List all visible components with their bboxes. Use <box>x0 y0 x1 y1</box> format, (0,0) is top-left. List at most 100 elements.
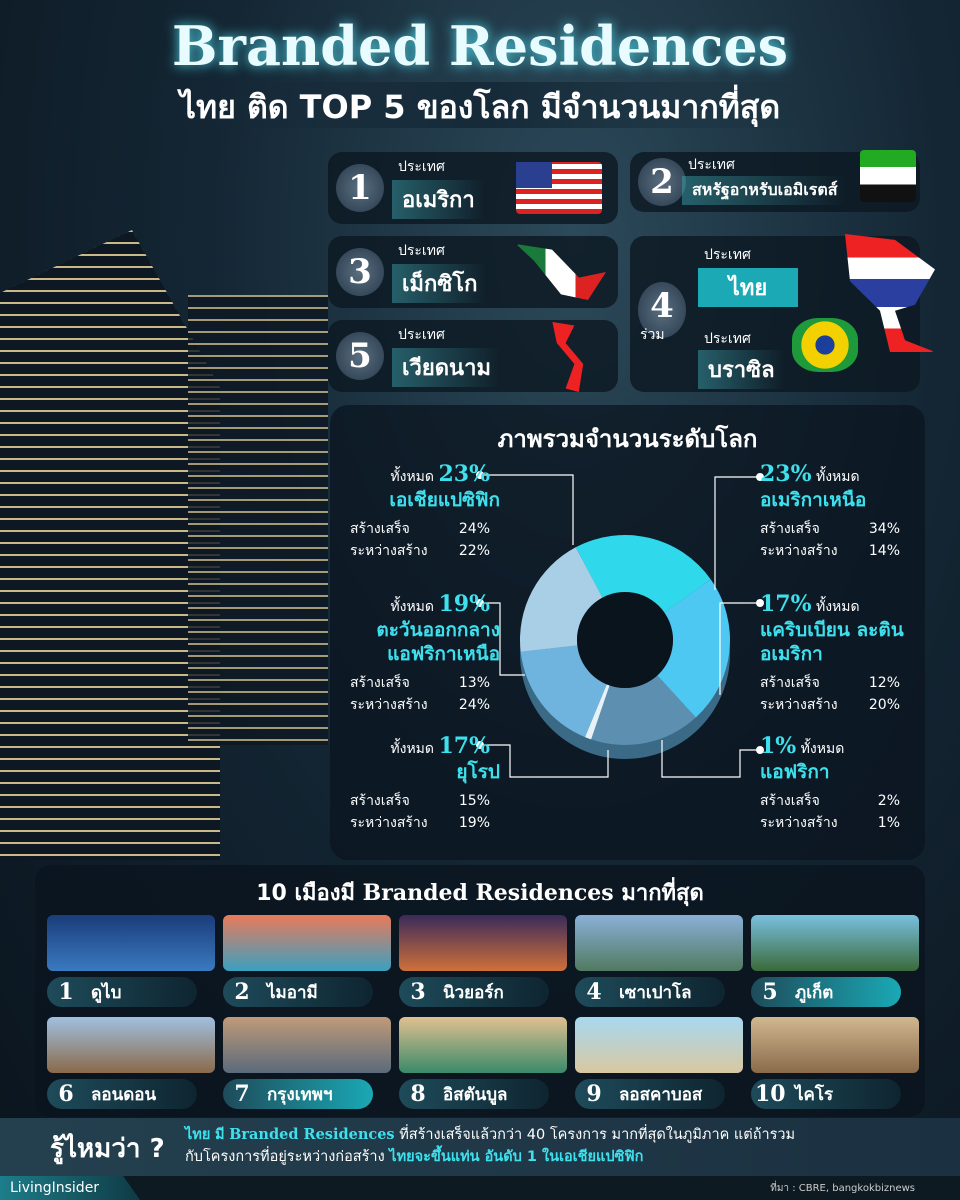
rank-number: 2 <box>638 158 686 206</box>
under-construction-value: 1% <box>877 815 900 831</box>
country-label: ประเทศ <box>688 157 735 173</box>
city-rank: 2 <box>234 979 250 1005</box>
building-left <box>0 230 220 860</box>
city-photo <box>751 1017 919 1073</box>
region-name: แอฟริกา <box>760 761 830 783</box>
total-label: ทั้งหมด <box>390 469 435 485</box>
completed-value: 15% <box>458 793 490 809</box>
country-name: อเมริกา <box>392 180 485 219</box>
city-card: 10 ไคโร <box>751 1017 919 1109</box>
city-card: 5 ภูเก็ต <box>751 915 919 1007</box>
did-you-know-banner: รู้ไหมว่า ? ไทย มี Branded Residences ที… <box>0 1118 960 1176</box>
country-name: เวียดนาม <box>392 348 501 387</box>
fact-heading: รู้ไหมว่า ? <box>50 1134 165 1164</box>
region-total: 17% <box>438 733 490 759</box>
donut-slice <box>520 645 607 738</box>
joint-label: ร่วม <box>640 327 665 343</box>
country-label: ประเทศ <box>398 243 445 259</box>
country-name: บราซิล <box>698 350 785 389</box>
city-rank: 6 <box>58 1081 74 1107</box>
under-construction-value: 14% <box>868 543 900 559</box>
completed-label: สร้างเสร็จ <box>760 521 820 537</box>
region-name: แคริบเบียน ละตินอเมริกา <box>760 619 904 665</box>
livinginsider-logo[interactable]: LivingInsider <box>0 1176 140 1200</box>
country-label: ประเทศ <box>704 331 751 347</box>
country-label: ประเทศ <box>704 247 751 263</box>
region-name: อเมริกาเหนือ <box>760 489 867 511</box>
under-construction-label: ระหว่างสร้าง <box>350 697 428 713</box>
city-name: ลอนดอน <box>91 1084 157 1105</box>
country-name: ไทย <box>698 268 798 307</box>
leader-line <box>480 474 574 545</box>
under-construction-label: ระหว่างสร้าง <box>350 815 428 831</box>
city-rank: 3 <box>410 979 426 1005</box>
city-name: ภูเก็ต <box>795 982 834 1003</box>
leader-dot <box>756 746 764 754</box>
city-rank: 8 <box>410 1081 426 1107</box>
city-rank: 9 <box>586 1081 602 1107</box>
uae-flag-icon <box>860 150 916 202</box>
leader-line <box>719 602 760 695</box>
country-name: สหรัฐอาหรับเอมิเรตส์ <box>682 176 848 205</box>
rank-number: 3 <box>336 248 384 296</box>
top-cities-panel: 10 เมืองมี Branded Residences มากที่สุด … <box>35 865 925 1117</box>
city-label: 7 กรุงเทพฯ <box>223 1079 373 1109</box>
region-label: 23% ทั้งหมด อเมริกาเหนือ สร้างเสร็จ 34% ระหว… <box>760 463 910 562</box>
completed-label: สร้างเสร็จ <box>350 675 410 691</box>
region-label: ทั้งหมด 23% เอเชียแปซิฟิก สร้างเสร็จ 24% ระห… <box>350 463 500 562</box>
rank-card-4: 4 ร่วม ประเทศ ไทย ประเทศ บราซิล <box>630 234 935 392</box>
page-subtitle: ไทย ติด TOP 5 ของโลก มีจำนวนมากที่สุด <box>140 82 820 128</box>
city-photo <box>223 1017 391 1073</box>
city-photo <box>751 915 919 971</box>
city-photo <box>399 915 567 971</box>
completed-label: สร้างเสร็จ <box>350 793 410 809</box>
city-name: ลอสคาบอส <box>619 1084 703 1105</box>
leader-line <box>480 602 525 676</box>
rank-number: 4 <box>638 282 686 338</box>
total-label: ทั้งหมด <box>800 741 845 757</box>
under-construction-label: ระหว่างสร้าง <box>760 815 838 831</box>
city-card: 3 นิวยอร์ก <box>399 915 567 1007</box>
city-name: อิสตันบูล <box>443 1084 508 1105</box>
source-credit: ที่มา : CBRE, bangkokbiznews <box>770 1183 915 1194</box>
city-rank: 1 <box>58 979 74 1005</box>
city-card: 6 ลอนดอน <box>47 1017 215 1109</box>
region-total: 17% <box>760 591 812 617</box>
city-card: 2 ไมอามี <box>223 915 391 1007</box>
completed-value: 24% <box>458 521 490 537</box>
under-construction-value: 19% <box>458 815 490 831</box>
city-label: 3 นิวยอร์ก <box>399 977 549 1007</box>
city-label: 1 ดูไบ <box>47 977 197 1007</box>
country-label: ประเทศ <box>398 159 445 175</box>
region-total: 1% <box>760 733 797 759</box>
region-label: ทั้งหมด 17% ยุโรป สร้างเสร็จ 15% ระหว่างสร้า… <box>350 735 500 834</box>
rank-card-3: 3 ประเทศ เม็กซิโก <box>328 236 618 308</box>
building-right <box>188 295 328 745</box>
city-label: 5 ภูเก็ต <box>751 977 901 1007</box>
donut-slice <box>520 547 603 652</box>
city-card: 1 ดูไบ <box>47 915 215 1007</box>
city-card: 8 อิสตันบูล <box>399 1017 567 1109</box>
page-title: Branded Residences <box>171 14 789 78</box>
donut-hole <box>577 592 673 688</box>
under-construction-label: ระหว่างสร้าง <box>350 543 428 559</box>
rank-card-2: 2 ประเทศ สหรัฐอาหรับเอมิเรตส์ <box>630 150 920 212</box>
overview-title: ภาพรวมจำนวนระดับโลก <box>497 425 758 453</box>
leader-dot <box>476 471 484 479</box>
city-photo <box>575 915 743 971</box>
total-label: ทั้งหมด <box>390 599 435 615</box>
country-label: ประเทศ <box>398 327 445 343</box>
rank-card-1: 1 ประเทศ อเมริกา <box>328 152 618 224</box>
city-label: 10 ไคโร <box>751 1079 901 1109</box>
global-overview-panel: ภาพรวมจำนวนระดับโลก ทั้งหมด 23% เอเชียแปซ… <box>330 405 925 860</box>
city-name: กรุงเทพฯ <box>267 1084 333 1105</box>
completed-value: 2% <box>877 793 900 809</box>
under-construction-value: 20% <box>868 697 900 713</box>
city-name: ไคโร <box>795 1084 834 1105</box>
city-name: ไมอามี <box>267 982 318 1003</box>
donut-slice <box>591 675 696 745</box>
rank-card-5: 5 ประเทศ เวียดนาม <box>328 320 618 392</box>
under-construction-value: 22% <box>458 543 490 559</box>
city-rank: 5 <box>762 979 778 1005</box>
city-label: 4 เซาเปาโล <box>575 977 725 1007</box>
